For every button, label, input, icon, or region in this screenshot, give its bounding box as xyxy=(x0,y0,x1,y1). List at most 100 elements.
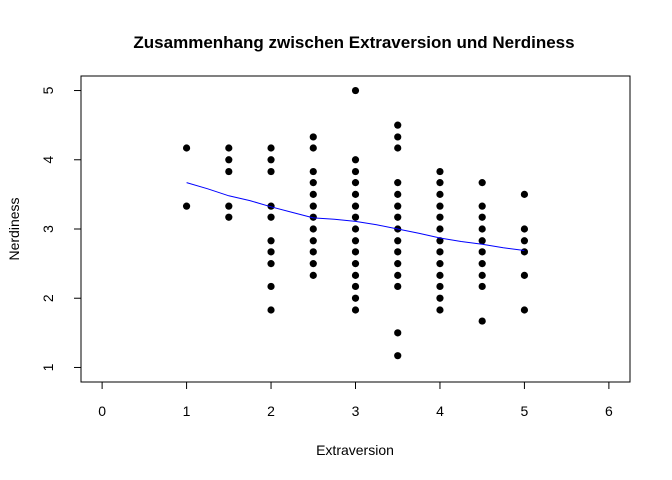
chart-title: Zusammenhang zwischen Extraversion und N… xyxy=(133,33,574,52)
data-point xyxy=(520,306,529,314)
data-point xyxy=(394,144,402,152)
data-point xyxy=(267,156,275,164)
data-point xyxy=(267,306,275,314)
data-point xyxy=(351,167,360,176)
data-point xyxy=(309,179,317,187)
data-point xyxy=(520,190,529,198)
data-point xyxy=(394,237,402,245)
x-tick-label: 1 xyxy=(183,403,191,419)
data-point xyxy=(351,294,360,302)
data-point xyxy=(394,271,402,279)
data-point xyxy=(394,329,402,337)
data-point xyxy=(394,282,402,291)
data-point xyxy=(267,248,275,256)
data-point xyxy=(309,237,317,245)
data-point xyxy=(478,179,486,187)
data-point xyxy=(225,213,233,221)
data-point xyxy=(267,202,275,210)
y-axis-label: Nerdiness xyxy=(6,197,22,260)
x-tick-label: 0 xyxy=(98,403,106,419)
data-point xyxy=(478,317,486,325)
data-point xyxy=(436,260,444,268)
data-point xyxy=(351,190,360,198)
data-point xyxy=(520,271,529,279)
data-points xyxy=(182,86,529,360)
data-point xyxy=(309,260,317,268)
data-point xyxy=(309,225,317,233)
data-point xyxy=(394,213,402,221)
data-point xyxy=(436,202,444,210)
data-point xyxy=(182,144,191,152)
data-point xyxy=(351,271,360,279)
data-point xyxy=(351,306,360,314)
data-point xyxy=(225,144,233,152)
data-point xyxy=(267,260,275,268)
data-point xyxy=(520,237,529,245)
data-point xyxy=(309,202,317,210)
data-point xyxy=(182,202,191,210)
data-point xyxy=(436,282,444,291)
data-point xyxy=(351,237,360,245)
data-point xyxy=(267,237,275,245)
data-point xyxy=(351,225,360,233)
data-point xyxy=(394,190,402,198)
data-point xyxy=(267,144,275,152)
data-point xyxy=(394,121,402,129)
y-axis: 1 2 3 4 5 xyxy=(40,86,82,371)
data-point xyxy=(309,248,317,256)
x-tick-label: 4 xyxy=(436,403,444,419)
data-point xyxy=(436,306,444,314)
data-point xyxy=(436,213,444,221)
x-tick-label: 5 xyxy=(521,403,529,419)
data-point xyxy=(309,144,317,152)
data-point xyxy=(225,167,233,176)
data-point xyxy=(351,86,360,95)
data-point xyxy=(436,237,444,245)
data-point xyxy=(267,167,275,176)
trend-line xyxy=(186,182,525,251)
data-point xyxy=(351,156,360,164)
data-point xyxy=(436,179,444,187)
data-point xyxy=(436,190,444,198)
y-tick-label: 2 xyxy=(40,294,56,302)
data-point xyxy=(351,260,360,268)
data-point xyxy=(478,271,486,279)
data-point xyxy=(351,213,360,221)
x-tick-label: 3 xyxy=(352,403,360,419)
data-point xyxy=(478,225,486,233)
data-point xyxy=(478,282,486,291)
data-point xyxy=(394,248,402,256)
x-axis: 0 1 2 3 4 5 6 xyxy=(98,381,613,419)
data-point xyxy=(394,179,402,187)
data-point xyxy=(351,179,360,187)
y-tick-label: 1 xyxy=(40,363,56,371)
x-axis-label: Extraversion xyxy=(316,442,394,458)
y-tick-label: 3 xyxy=(40,225,56,233)
data-point xyxy=(351,248,360,256)
data-point xyxy=(436,248,444,256)
data-point xyxy=(478,260,486,268)
data-point xyxy=(394,260,402,268)
data-point xyxy=(309,167,317,176)
data-point xyxy=(436,294,444,302)
x-tick-label: 2 xyxy=(267,403,275,419)
data-point xyxy=(478,248,486,256)
data-point xyxy=(436,271,444,279)
data-point xyxy=(478,213,486,221)
data-point xyxy=(225,156,233,164)
data-point xyxy=(436,225,444,233)
data-point xyxy=(394,202,402,210)
data-point xyxy=(309,190,317,198)
data-point xyxy=(225,202,233,210)
data-point xyxy=(309,133,317,141)
y-tick-label: 5 xyxy=(40,86,56,94)
data-point xyxy=(478,237,486,245)
data-point xyxy=(520,248,529,256)
x-tick-label: 6 xyxy=(605,403,613,419)
data-point xyxy=(478,202,486,210)
data-point xyxy=(394,352,402,360)
y-tick-label: 4 xyxy=(40,156,56,164)
data-point xyxy=(309,271,317,279)
data-point xyxy=(351,282,360,291)
